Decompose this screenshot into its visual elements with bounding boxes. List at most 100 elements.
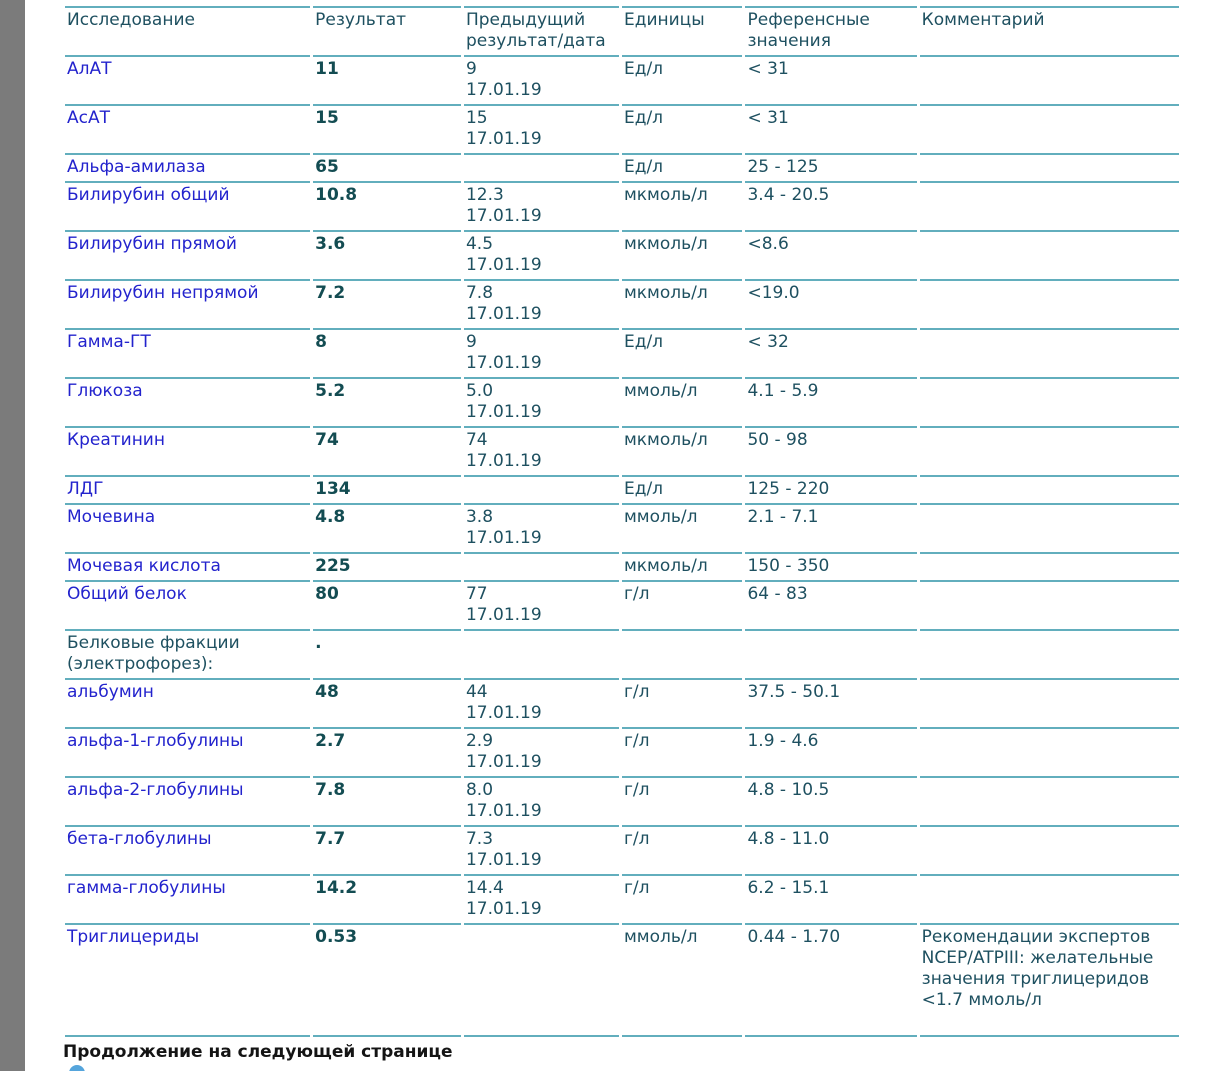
previous-result: 7.3 17.01.19 [463, 827, 619, 876]
previous-result: 14.4 17.01.19 [463, 876, 619, 925]
comment-text [919, 680, 1179, 729]
reference-range: 37.5 - 50.1 [745, 680, 917, 729]
column-header-name: Исследование [65, 6, 311, 57]
table-row: Белковые фракции (электрофорез):. [65, 631, 1179, 680]
previous-result: 77 17.01.19 [463, 582, 619, 631]
reference-range: <8.6 [745, 232, 917, 281]
previous-result: 7.8 17.01.19 [463, 281, 619, 330]
test-name-link[interactable]: АсАТ [65, 106, 311, 155]
table-row: Билирубин непрямой 7.2 7.8 17.01.19 мкмоль/… [65, 281, 1179, 330]
result-value: 80 [313, 582, 461, 631]
result-value: 134 [313, 477, 461, 505]
test-name-link[interactable]: Мочевина [65, 505, 311, 554]
table-row: АлАТ 11 9 17.01.19 Ед/л < 31 [65, 57, 1179, 106]
reference-range: 4.1 - 5.9 [745, 379, 917, 428]
test-name-link[interactable]: бета-глобулины [65, 827, 311, 876]
result-value: 0.53 [313, 925, 461, 1037]
comment-text [919, 106, 1179, 155]
reference-range: <19.0 [745, 281, 917, 330]
test-name-label: Белковые фракции (электрофорез): [65, 631, 311, 680]
test-name-link[interactable]: Билирубин общий [65, 183, 311, 232]
comment-text [919, 428, 1179, 477]
units-value: г/л [621, 778, 743, 827]
comment-text [919, 155, 1179, 183]
reference-range: 150 - 350 [745, 554, 917, 582]
test-name-link[interactable]: гамма-глобулины [65, 876, 311, 925]
test-name-link[interactable]: Мочевая кислота [65, 554, 311, 582]
units-value [621, 631, 743, 680]
reference-range: 6.2 - 15.1 [745, 876, 917, 925]
units-value: ммоль/л [621, 379, 743, 428]
table-row: Общий белок 80 77 17.01.19 г/л 64 - 83 [65, 582, 1179, 631]
previous-result [463, 155, 619, 183]
units-value: Ед/л [621, 477, 743, 505]
units-value: мкмоль/л [621, 232, 743, 281]
test-name-link[interactable]: Гамма-ГТ [65, 330, 311, 379]
table-row: Альфа-амилаза 65 Ед/л 25 - 125 [65, 155, 1179, 183]
reference-range: 3.4 - 20.5 [745, 183, 917, 232]
result-value: 74 [313, 428, 461, 477]
test-name-link[interactable]: Креатинин [65, 428, 311, 477]
units-value: г/л [621, 582, 743, 631]
result-value: 14.2 [313, 876, 461, 925]
test-name-link[interactable]: Глюкоза [65, 379, 311, 428]
test-name-link[interactable]: Триглицериды [65, 925, 311, 1037]
page-edge-bar [0, 0, 25, 1071]
previous-result: 9 17.01.19 [463, 330, 619, 379]
table-row: Билирубин прямой 3.6 4.5 17.01.19 мкмоль/л <… [65, 232, 1179, 281]
previous-result [463, 477, 619, 505]
previous-result [463, 925, 619, 1037]
column-header-units: Единицы [621, 6, 743, 57]
units-value: мкмоль/л [621, 428, 743, 477]
result-value: 7.7 [313, 827, 461, 876]
previous-result: 74 17.01.19 [463, 428, 619, 477]
units-value: Ед/л [621, 155, 743, 183]
units-value: ммоль/л [621, 505, 743, 554]
lab-results-table: Исследование Результат Предыдущий результа… [62, 6, 1182, 1037]
comment-text [919, 183, 1179, 232]
reference-range: 64 - 83 [745, 582, 917, 631]
previous-result: 9 17.01.19 [463, 57, 619, 106]
comment-text [919, 729, 1179, 778]
table-row: гамма-глобулины 14.2 14.4 17.01.19 г/л 6.2 -… [65, 876, 1179, 925]
table-row: Мочевина 4.8 3.8 17.01.19 ммоль/л 2.1 - 7.1 [65, 505, 1179, 554]
column-header-result: Результат [313, 6, 461, 57]
test-name-link[interactable]: альфа-2-глобулины [65, 778, 311, 827]
units-value: Ед/л [621, 106, 743, 155]
test-name-link[interactable]: Альфа-амилаза [65, 155, 311, 183]
result-value: 48 [313, 680, 461, 729]
result-value: 225 [313, 554, 461, 582]
test-name-link[interactable]: альбумин [65, 680, 311, 729]
comment-text [919, 379, 1179, 428]
test-name-link[interactable]: альфа-1-глобулины [65, 729, 311, 778]
header-row: Исследование Результат Предыдущий результа… [65, 6, 1179, 57]
previous-result [463, 554, 619, 582]
units-value: Ед/л [621, 330, 743, 379]
units-value: г/л [621, 827, 743, 876]
result-value: . [313, 631, 461, 680]
test-name-link[interactable]: АлАТ [65, 57, 311, 106]
reference-range: 1.9 - 4.6 [745, 729, 917, 778]
table-header: Исследование Результат Предыдущий результа… [65, 6, 1179, 57]
previous-result: 2.9 17.01.19 [463, 729, 619, 778]
reference-range: 125 - 220 [745, 477, 917, 505]
units-value: ммоль/л [621, 925, 743, 1037]
units-value: г/л [621, 876, 743, 925]
comment-text [919, 505, 1179, 554]
comment-text [919, 330, 1179, 379]
column-header-comment: Комментарий [919, 6, 1179, 57]
units-value: г/л [621, 680, 743, 729]
test-name-link[interactable]: Билирубин непрямой [65, 281, 311, 330]
previous-result [463, 631, 619, 680]
table-row: альбумин 48 44 17.01.19 г/л 37.5 - 50.1 [65, 680, 1179, 729]
comment-text [919, 631, 1179, 680]
test-name-link[interactable]: ЛДГ [65, 477, 311, 505]
test-name-link[interactable]: Общий белок [65, 582, 311, 631]
test-name-link[interactable]: Билирубин прямой [65, 232, 311, 281]
result-value: 4.8 [313, 505, 461, 554]
table-row: ЛДГ 134 Ед/л 125 - 220 [65, 477, 1179, 505]
table-row: альфа-2-глобулины 7.8 8.0 17.01.19 г/л 4.8 -… [65, 778, 1179, 827]
table-row: Креатинин 74 74 17.01.19 мкмоль/л 50 - 98 [65, 428, 1179, 477]
table-row: АсАТ 15 15 17.01.19 Ед/л < 31 [65, 106, 1179, 155]
